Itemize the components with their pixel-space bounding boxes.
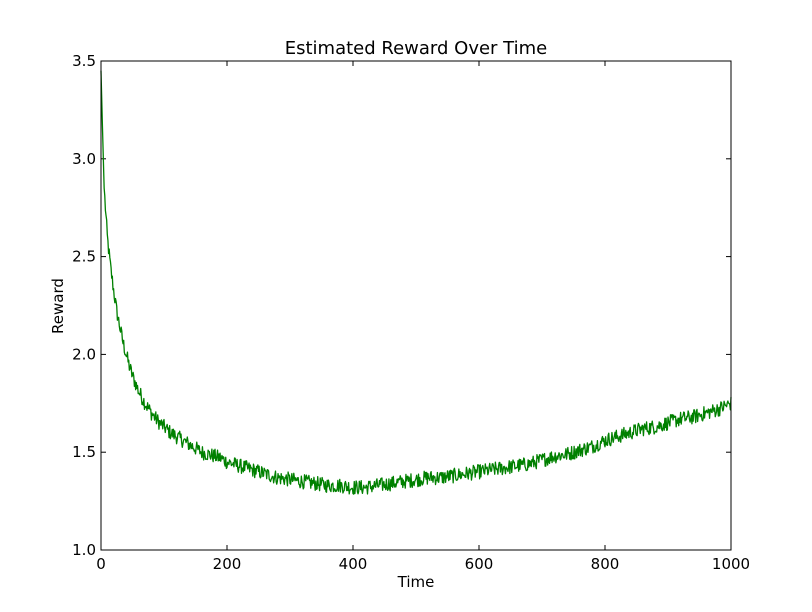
x-axis-label: Time <box>397 573 435 591</box>
chart-title: Estimated Reward Over Time <box>285 38 547 59</box>
axis-ticks: 0 200 400 600 800 1000 1.0 1.5 2.0 2.5 3.0 3.5 <box>72 52 750 573</box>
y-axis-label: Reward <box>49 278 67 334</box>
y-tick-label: 2.0 <box>72 345 96 363</box>
y-tick-label: 1.0 <box>72 541 96 559</box>
x-tick-label: 1000 <box>712 555 750 573</box>
series-line <box>100 70 732 495</box>
plot-frame <box>100 60 732 551</box>
x-tick-label: 800 <box>591 555 620 573</box>
x-tick-label: 200 <box>213 555 242 573</box>
y-tick-label: 1.5 <box>72 443 96 461</box>
x-tick-label: 400 <box>339 555 368 573</box>
y-tick-label: 2.5 <box>72 248 96 266</box>
series-layer <box>100 70 732 495</box>
x-tick-label: 0 <box>96 555 106 573</box>
y-tick-label: 3.0 <box>72 150 96 168</box>
y-tick-label: 3.5 <box>72 52 96 70</box>
x-tick-label: 600 <box>465 555 494 573</box>
